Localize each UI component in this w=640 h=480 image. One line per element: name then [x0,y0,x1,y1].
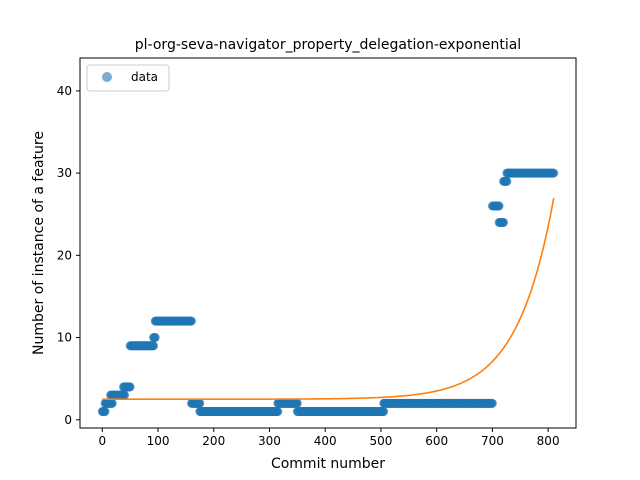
legend: data [86,64,170,92]
axes-frame [79,57,577,429]
plot-area [97,168,559,417]
y-axis-label: Number of instance of a feature [31,131,47,355]
x-tick-label: 400 [314,434,337,448]
x-tick-label: 700 [481,434,504,448]
data-point [502,176,512,186]
data-point [499,217,509,227]
data-point [292,398,302,408]
data-point [379,407,389,417]
y-tick-label: 10 [57,331,72,345]
x-tick-label: 600 [425,434,448,448]
y-tick-label: 20 [57,248,72,262]
y-tick-label: 0 [64,413,72,427]
data-point [149,341,159,351]
y-tick-label: 40 [57,84,72,98]
x-tick-label: 0 [98,434,106,448]
data-point [494,201,504,211]
legend-box [86,64,170,92]
data-point [195,398,205,408]
x-tick-label: 200 [202,434,225,448]
legend-marker [102,72,112,82]
x-tick-label: 800 [537,434,560,448]
x-axis-label: Commit number [271,456,385,472]
chart-title: pl-org-seva-navigator_property_delegatio… [135,37,521,53]
y-tick-label: 30 [57,166,72,180]
x-tick-label: 500 [369,434,392,448]
data-point [100,407,110,417]
data-point [120,390,130,400]
data-point [107,398,117,408]
x-tick-label: 300 [258,434,281,448]
x-tick-label: 100 [147,434,170,448]
x-axis-ticks: 0 100 200 300 400 500 600 700 800 [98,428,560,448]
fit-line [102,197,555,401]
data-point [186,316,196,326]
data-point [549,168,559,178]
y-axis-ticks: 0 10 20 30 40 [57,84,80,427]
data-point [487,398,497,408]
data-point [125,382,135,392]
data-point [273,407,283,417]
legend-label: data [131,70,158,84]
data-point [150,333,160,343]
